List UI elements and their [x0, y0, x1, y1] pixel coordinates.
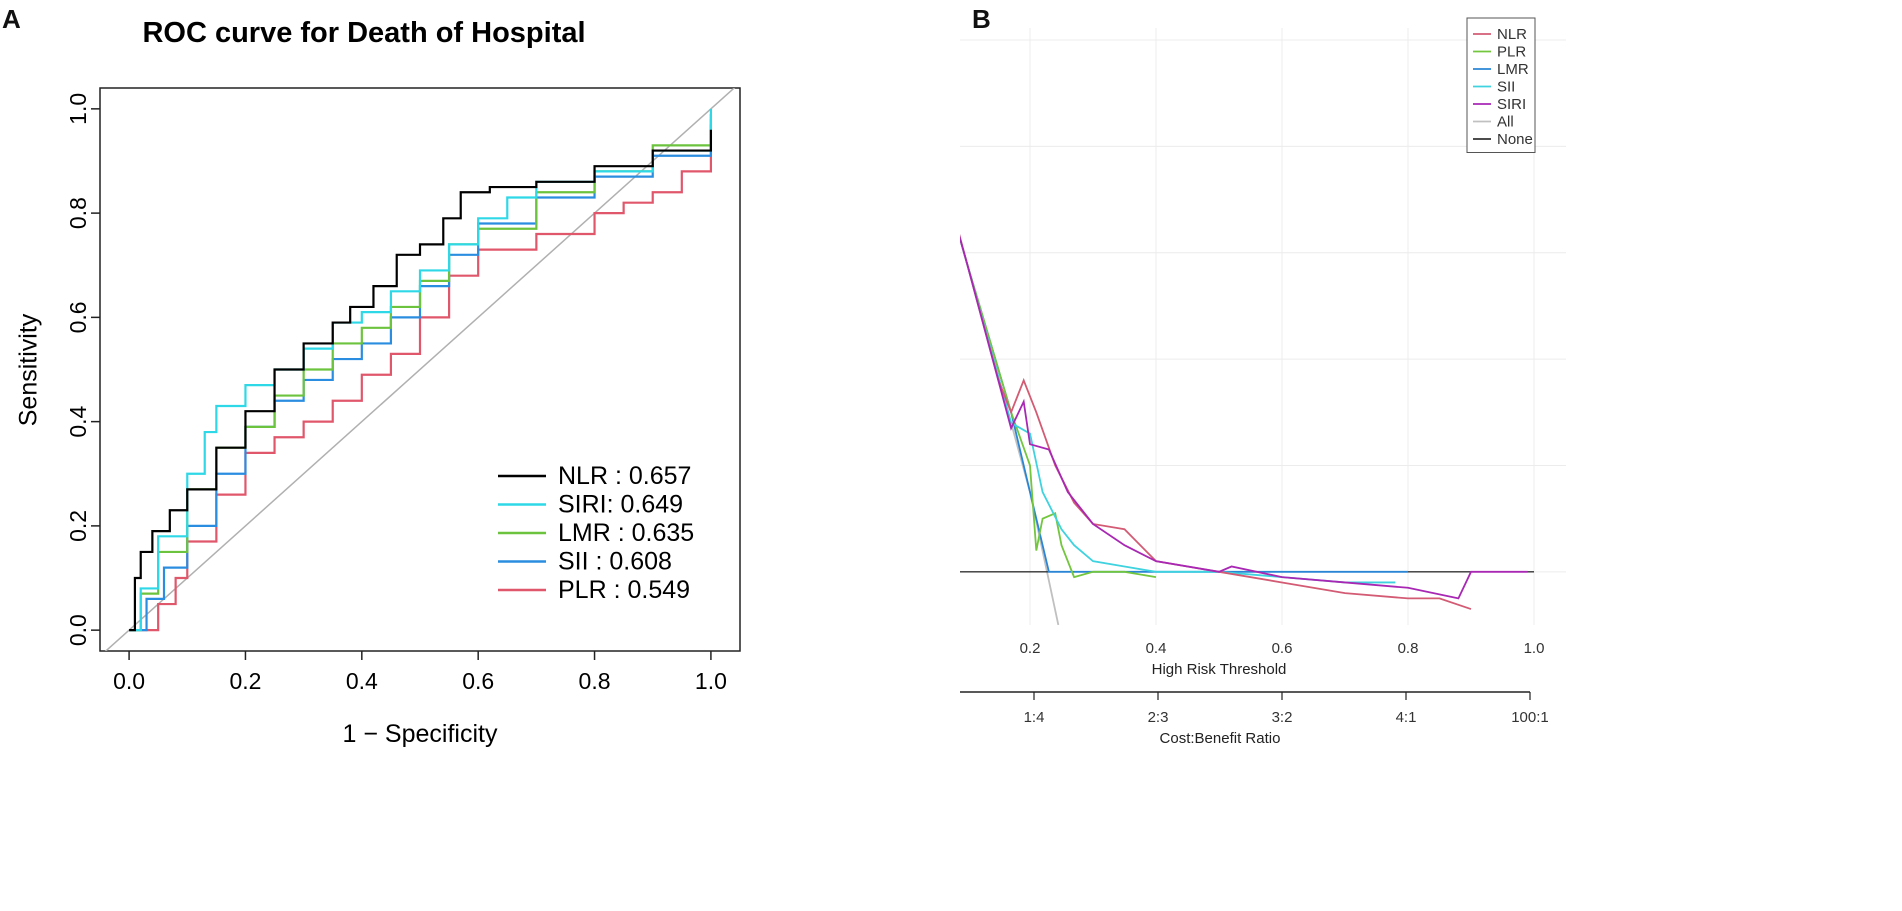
roc-reference-line [104, 88, 736, 651]
dca-x-axis-label: High Risk Threshold [1152, 661, 1287, 678]
dca-secondary-axis-label: Cost:Benefit Ratio [1160, 730, 1281, 747]
dca-legend-label-all: All [1497, 114, 1514, 131]
roc-x-tick-label: 0.8 [579, 668, 611, 694]
dca-curve-sii [960, 235, 1396, 584]
roc-title: ROC curve for Death of Hospital [142, 17, 585, 49]
roc-x-axis-label: 1 − Specificity [343, 720, 498, 748]
roc-y-tick-label: 1.0 [65, 93, 91, 125]
roc-y-axis-label: Sensitivity [15, 313, 43, 426]
roc-legend-label-siri: SIRI: 0.649 [558, 491, 683, 519]
dca-x-tick-label: 0.4 [1146, 640, 1167, 657]
roc-y-tick-label: 0.0 [65, 614, 91, 646]
roc-y-tick-label: 0.2 [65, 510, 91, 542]
dca-legend-label-sii: SII [1497, 79, 1515, 96]
dca-curve-lmr [960, 235, 1408, 573]
roc-y-tick-label: 0.6 [65, 301, 91, 333]
roc-y-tick-label: 0.8 [65, 197, 91, 229]
roc-curve-plr [129, 124, 713, 632]
roc-chart: ROC curve for Death of Hospital 0.0 0.2 0.4… [15, 17, 741, 748]
dca-curve-siri [960, 235, 1528, 600]
roc-x-tick-label: 0.2 [229, 668, 261, 694]
dca-curve-plr [960, 235, 1157, 579]
roc-legend-label-sii: SII : 0.608 [558, 548, 672, 576]
panel-label-b: B [972, 4, 991, 34]
dca-secondary-tick-label: 100:1 [1511, 709, 1549, 726]
roc-legend-label-nlr: NLR : 0.657 [558, 462, 691, 490]
dca-legend-label-plr: PLR [1497, 44, 1526, 61]
roc-x-tick-label: 0.4 [346, 668, 378, 694]
roc-curve-nlr [129, 129, 713, 632]
dca-secondary-tick-label: 2:3 [1148, 709, 1169, 726]
roc-y-tick-label: 0.4 [65, 405, 91, 437]
dca-legend-label-lmr: LMR [1497, 61, 1529, 78]
roc-plot-frame [99, 87, 741, 652]
decision-curve-chart: 0.00.20.40.60.81.0Standardized Net Benef… [960, 17, 1566, 747]
dca-secondary-tick-label: 1:4 [1024, 709, 1045, 726]
roc-x-tick-label: 0.0 [113, 668, 145, 694]
roc-x-tick-label: 1.0 [695, 668, 727, 694]
dca-secondary-tick-label: 4:1 [1396, 709, 1417, 726]
roc-x-tick-label: 0.6 [462, 668, 494, 694]
dca-legend-label-none: None [1497, 131, 1533, 148]
dca-x-tick-label: 0.8 [1398, 640, 1419, 657]
dca-x-tick-label: 0.2 [1020, 640, 1041, 657]
dca-curve-all [960, 235, 1060, 625]
roc-legend-label-lmr: LMR : 0.635 [558, 519, 694, 547]
dca-legend-box [1466, 17, 1536, 153]
panel-label-a: A [2, 4, 21, 34]
dca-x-tick-label: 0.6 [1272, 640, 1293, 657]
dca-x-tick-label: 1.0 [1524, 640, 1545, 657]
dca-legend-label-siri: SIRI [1497, 96, 1526, 113]
roc-legend-label-plr: PLR : 0.549 [558, 576, 690, 604]
dca-legend-label-nlr: NLR [1497, 26, 1527, 43]
dca-secondary-tick-label: 3:2 [1272, 709, 1293, 726]
